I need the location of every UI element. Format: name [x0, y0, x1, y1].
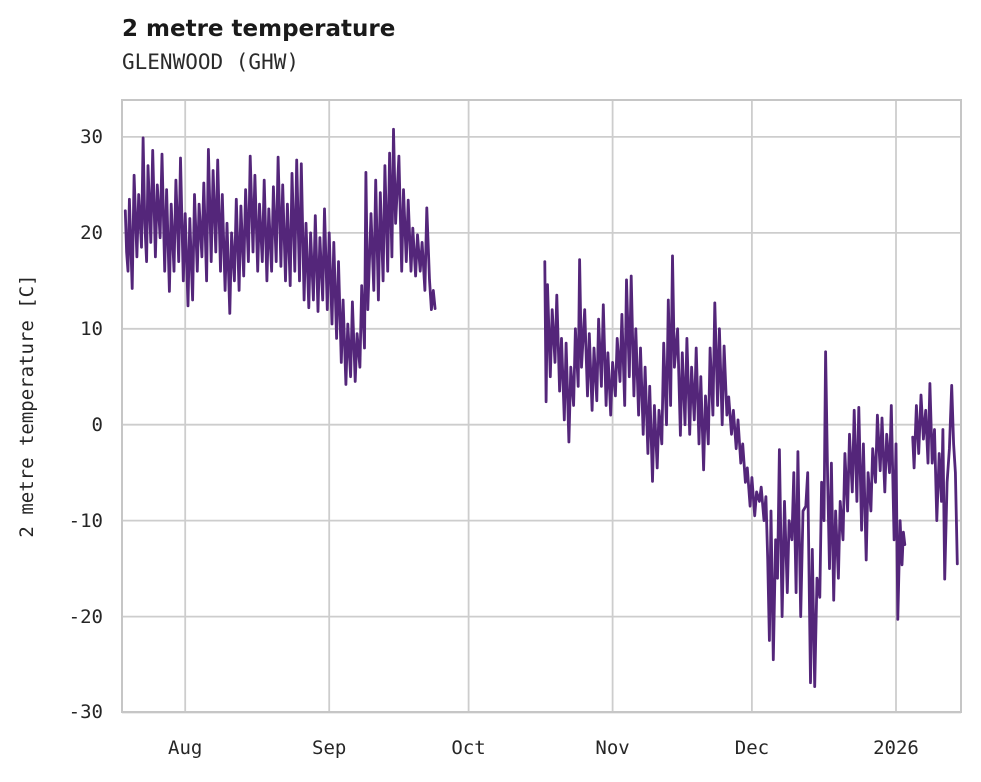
x-tick-label: Sep [312, 737, 347, 759]
x-tick-label: Nov [595, 737, 630, 759]
plot-border [121, 99, 962, 713]
y-tick-label: 10 [80, 317, 103, 340]
temperature-line [543, 254, 907, 688]
y-tick-label: -20 [68, 605, 103, 628]
chart-title: 2 metre temperature [122, 16, 396, 42]
x-tick-label: Oct [451, 737, 486, 759]
y-tick-label: 20 [80, 221, 103, 244]
y-tick-label: 0 [91, 413, 103, 436]
temperature-line [123, 127, 437, 386]
y-tick-label: -30 [68, 701, 103, 724]
x-tick-label: Aug [168, 737, 203, 759]
y-tick-label: 30 [80, 125, 103, 148]
temperature-line [911, 382, 959, 581]
chart-subtitle-station: GLENWOOD (GHW) [122, 50, 300, 74]
x-tick-label: 2026 [873, 737, 919, 759]
y-tick-label: -10 [68, 509, 103, 532]
x-tick-label: Dec [734, 737, 770, 759]
